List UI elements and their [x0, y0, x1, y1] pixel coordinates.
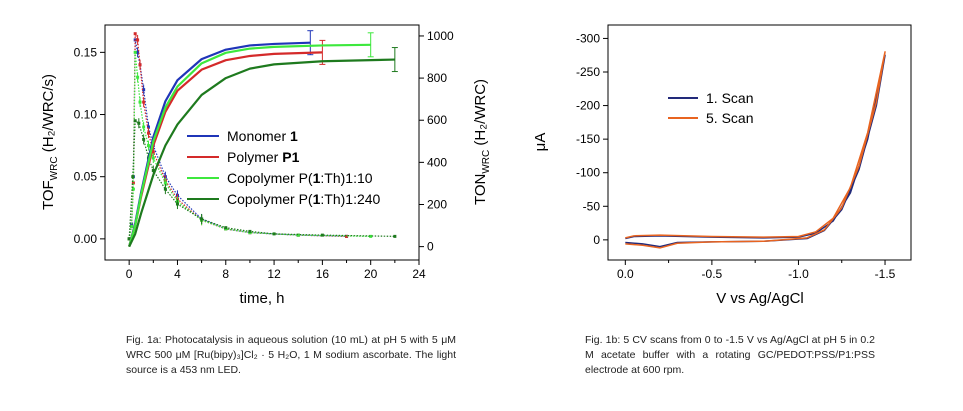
tof-data-point	[127, 237, 131, 241]
chart-b-x-tick-label: 0.0	[617, 267, 634, 281]
chart-a-right-y-tick-label: 1000	[427, 29, 454, 43]
legend-label: Polymer P1	[227, 149, 300, 165]
chart-b-y-tick-label: -300	[576, 31, 600, 45]
chart-a-left-y-tick-label: 0.15	[74, 45, 98, 59]
legend-label: Copolymer P(1:Th)1:10	[227, 170, 373, 186]
tof-data-point	[133, 50, 137, 54]
chart-b-y-tick-label: 0	[593, 233, 600, 247]
tof-data-point	[393, 234, 397, 238]
chart-a-x-axis-label: time, h	[239, 290, 284, 307]
tof-series-line	[128, 33, 347, 239]
chart-b-y-tick-label: -200	[576, 99, 600, 113]
chart-a-right-y-tick-label: 200	[427, 197, 447, 211]
chart-b-legend: 1. Scan 5. Scan	[668, 90, 753, 126]
chart-b-y-tick-label: -150	[576, 132, 600, 146]
chart-b-y-tick-label: -100	[576, 166, 600, 180]
chart-b-cv: 0.0 -0.5 -1.0 -1.50-50-100-150-200-250-300 …	[532, 24, 912, 307]
chart-a-x-tick-label: 4	[174, 267, 181, 281]
chart-b-x-tick-label: -0.5	[702, 267, 723, 281]
chart-a-left-y-tick-label: 0.00	[74, 232, 98, 246]
chart-a-left-y-tick-label: 0.05	[74, 170, 98, 184]
ton-series-line	[128, 43, 371, 247]
figure-1a-caption: Fig. 1a: Photocatalysis in aqueous solut…	[126, 334, 456, 376]
chart-b-y-axis-label: μA	[532, 133, 549, 152]
ton-series-line	[128, 58, 395, 248]
tof-data-point	[131, 187, 135, 191]
tof-data-point	[248, 229, 252, 233]
chart-a-plot-frame	[104, 24, 420, 261]
tof-data-point	[133, 119, 137, 123]
figure-1b-caption: Fig. 1b: 5 CV scans from 0 to -1.5 V vs …	[585, 334, 875, 376]
ton-series-line	[128, 41, 311, 247]
chart-a-right-y-axis-label: TONWRC (H₂/WRC)	[472, 79, 492, 205]
chart-a-x-tick-label: 12	[267, 267, 281, 281]
tof-data-point	[369, 234, 373, 238]
tof-data-point	[133, 32, 137, 36]
chart-a-x-tick-label: 8	[222, 267, 229, 281]
tof-data-point	[320, 233, 324, 237]
legend-label: 5. Scan	[706, 110, 753, 126]
chart-a-right-y-tick-label: 400	[427, 155, 447, 169]
chart-b-plot-frame	[607, 24, 912, 261]
tof-data-point	[130, 224, 134, 228]
chart-a-left-y-axis-label: TOFWRC (H₂/WRC/s)	[40, 74, 60, 210]
legend-label: 1. Scan	[706, 90, 753, 106]
legend-label: Copolymer P(1:Th)1:240	[227, 191, 381, 207]
chart-a-right-y-tick-label: 600	[427, 113, 447, 127]
legend-label: Monomer 1	[227, 128, 298, 144]
tof-data-point	[224, 226, 228, 230]
chart-a-left-y-tick-label: 0.10	[74, 108, 98, 122]
chart-b-x-tick-label: -1.5	[875, 267, 896, 281]
tof-data-point	[345, 234, 349, 238]
chart-b-y-tick-label: -50	[583, 199, 601, 213]
chart-a-x-tick-label: 0	[126, 267, 133, 281]
chart-a-legend: Monomer 1 Polymer P1 Copolymer P(1:Th)1:10…	[187, 128, 381, 207]
cv-series-line	[625, 51, 886, 249]
chart-a-x-tick-label: 20	[364, 267, 378, 281]
cv-series-line	[625, 54, 886, 248]
tof-data-point	[296, 233, 300, 237]
chart-b-x-axis-label: V vs Ag/AgCl	[716, 290, 804, 307]
chart-a-right-y-tick-label: 800	[427, 71, 447, 85]
chart-a-right-y-tick-label: 0	[427, 240, 434, 254]
chart-a-x-tick-label: 24	[412, 267, 426, 281]
tof-data-point	[131, 175, 135, 179]
chart-b-x-tick-label: -1.0	[788, 267, 809, 281]
tof-data-point	[272, 232, 276, 236]
chart-a-tof-ton: 0 4 8 12 16 20 24 0.00 0.05 0.10 0.15 0 200 400 600 800…	[40, 24, 492, 307]
chart-b-y-tick-label: -250	[576, 65, 600, 79]
chart-a-x-tick-label: 16	[316, 267, 330, 281]
tof-data-point	[131, 181, 135, 185]
